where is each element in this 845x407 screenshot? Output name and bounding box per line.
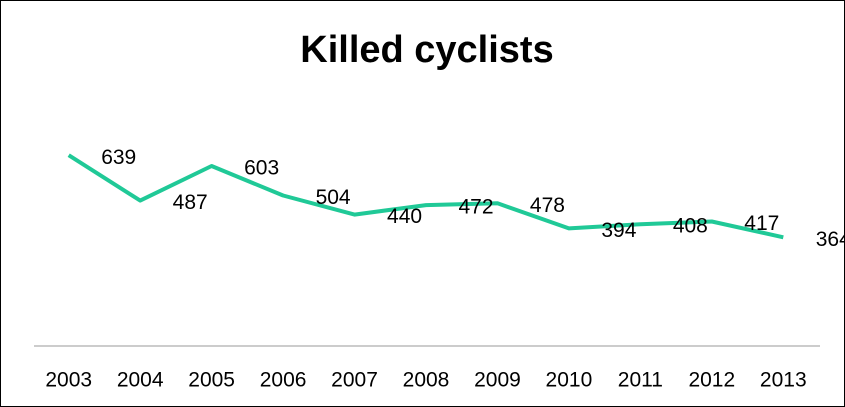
data-label: 394 <box>601 219 636 242</box>
data-label: 417 <box>744 212 779 235</box>
data-label: 487 <box>173 191 208 214</box>
x-tick-label: 2005 <box>188 369 235 392</box>
data-label: 440 <box>387 205 422 228</box>
x-tick-label: 2003 <box>45 369 92 392</box>
data-line <box>67 153 784 240</box>
x-tick-label: 2013 <box>760 369 807 392</box>
x-tick-label: 2007 <box>331 369 378 392</box>
x-tick-label: 2008 <box>403 369 450 392</box>
x-tick-label: 2012 <box>688 369 735 392</box>
data-label: 408 <box>673 215 708 238</box>
x-tick-label: 2004 <box>117 369 164 392</box>
x-tick-label: 2006 <box>260 369 307 392</box>
data-label: 639 <box>101 146 136 169</box>
data-label: 472 <box>458 196 493 219</box>
x-tick-label: 2010 <box>546 369 593 392</box>
data-label: 603 <box>244 157 279 180</box>
data-label: 478 <box>530 194 565 217</box>
data-label: 364 <box>816 228 845 251</box>
data-label: 504 <box>316 186 351 209</box>
x-tick-label: 2009 <box>474 369 521 392</box>
x-tick-label: 2011 <box>618 369 663 392</box>
chart-title: Killed cyclists <box>300 29 553 71</box>
